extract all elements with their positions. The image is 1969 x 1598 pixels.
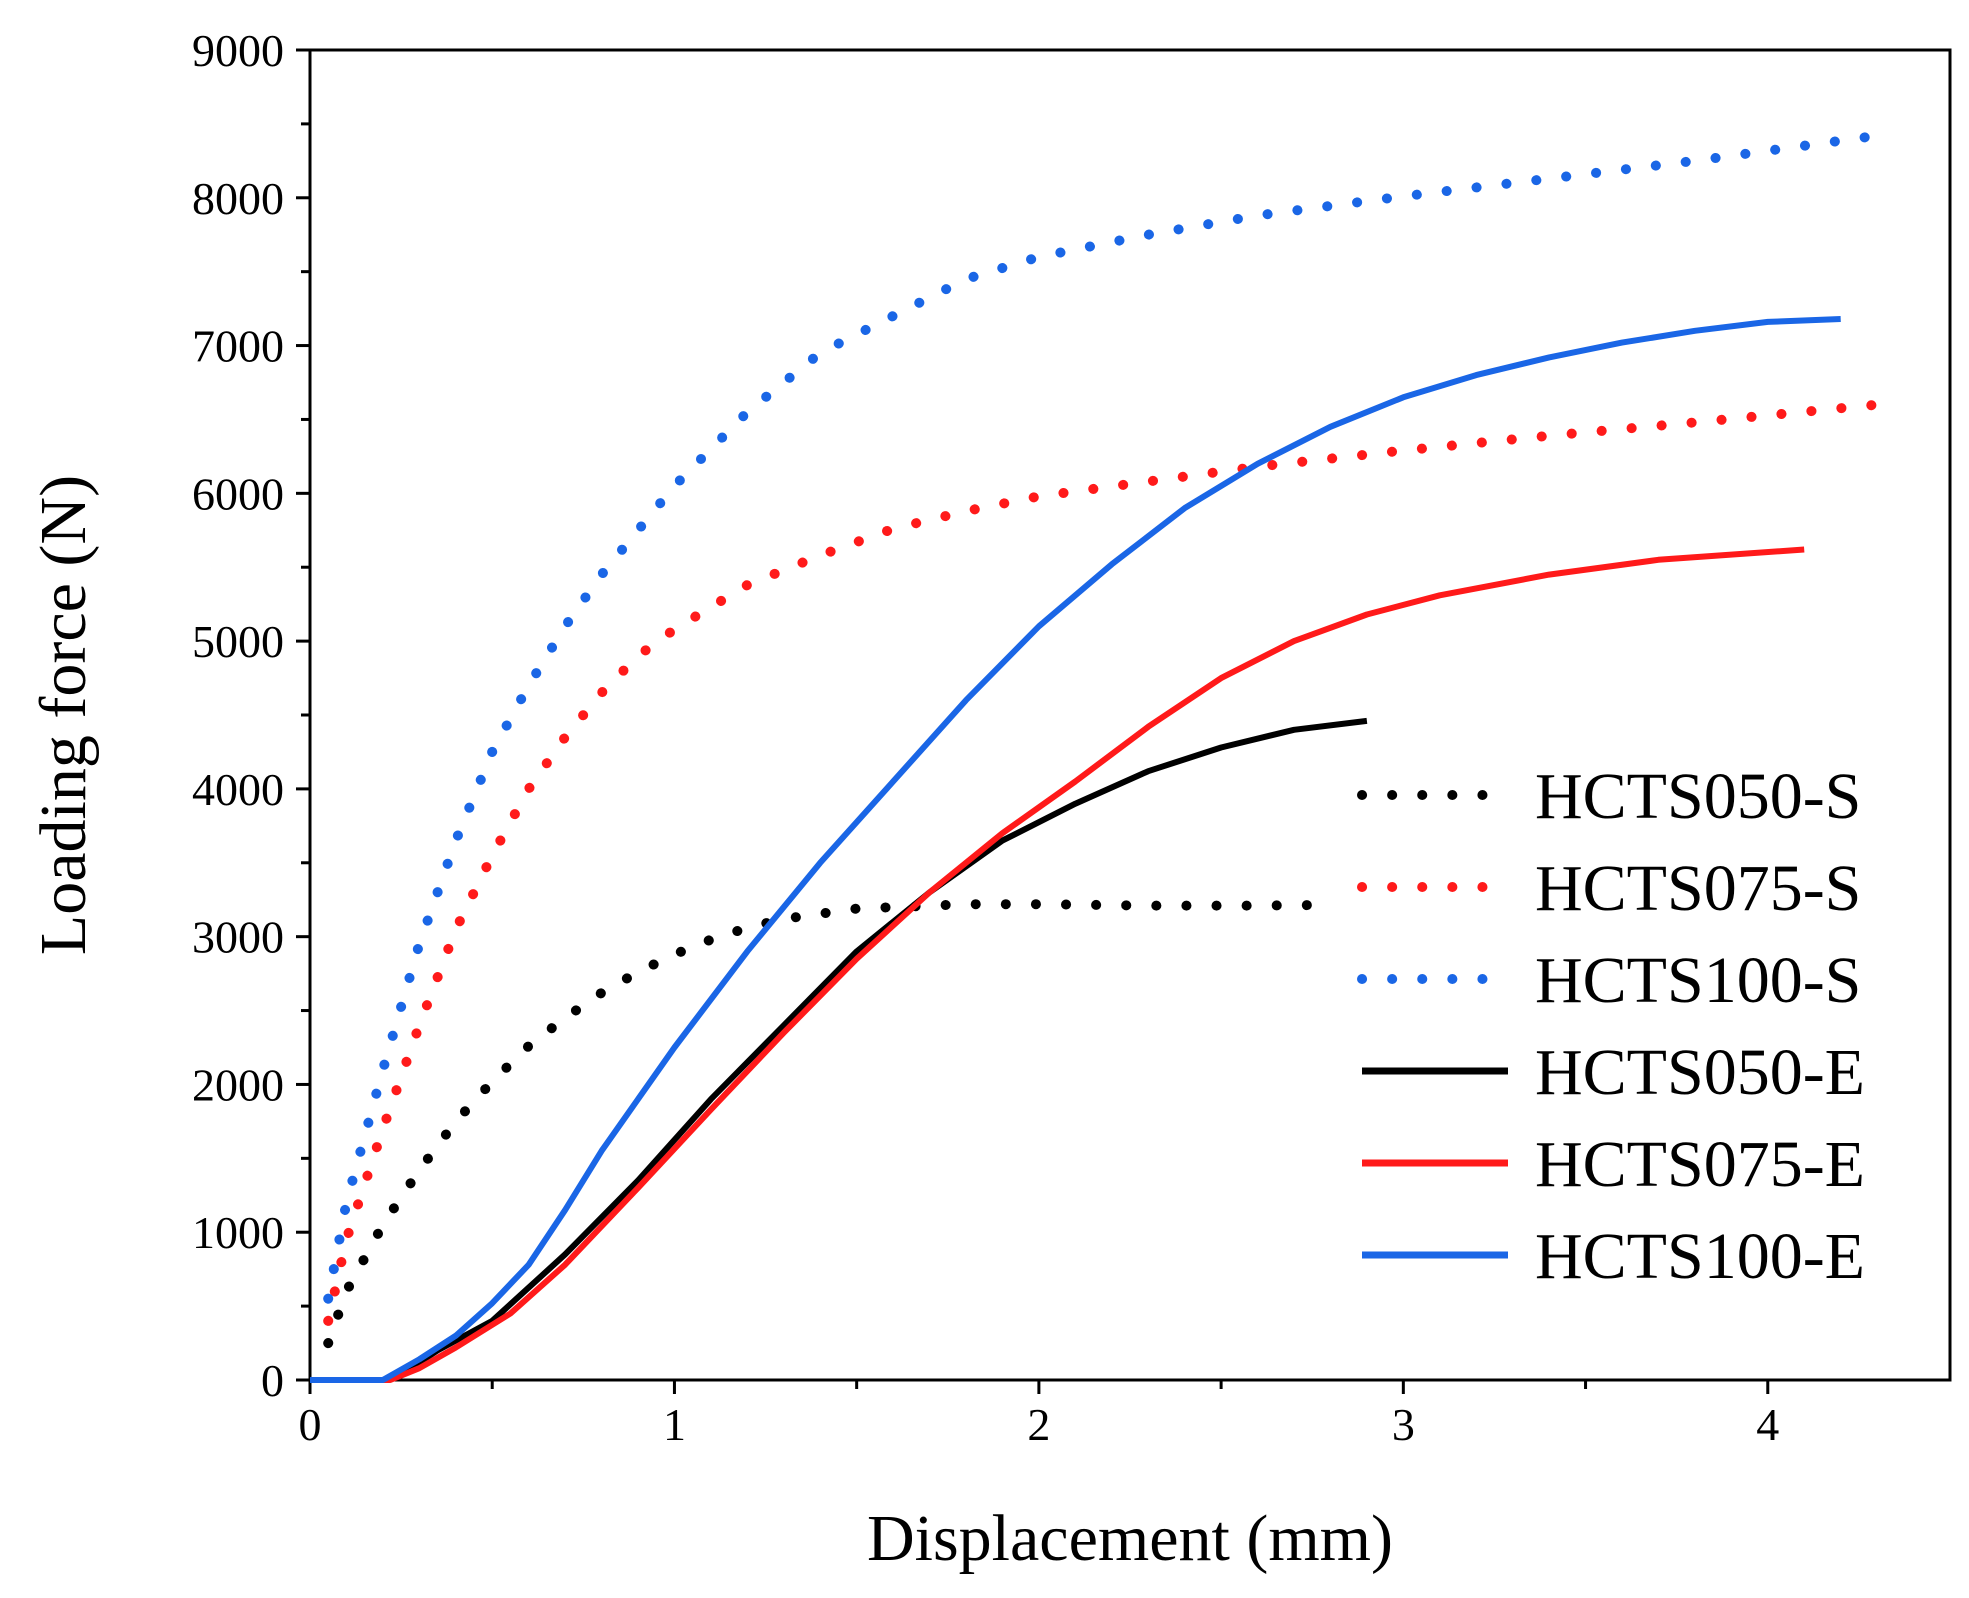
legend-label: HCTS075-E	[1535, 1128, 1865, 1201]
x-axis-ticks: 0 1 2 3 4	[299, 1380, 1779, 1450]
legend: HCTS050-S HCTS075-S HCTS100-S HCTS050-E HCTS…	[1357, 760, 1865, 1293]
y-tick-label: 1000	[192, 1207, 284, 1258]
x-tick-label: 1	[663, 1399, 686, 1450]
y-tick-label: 2000	[192, 1059, 284, 1110]
x-axis-title: Displacement (mm)	[867, 1502, 1393, 1575]
x-tick-label: 4	[1756, 1399, 1779, 1450]
y-axis-title: Loading force (N)	[27, 475, 100, 955]
y-tick-label: 0	[261, 1355, 284, 1406]
series-line-hcts075-s	[323, 399, 1883, 1326]
y-axis-ticks: 0 1000 2000 3000 4000 5000 6000 7000 8000 9000	[192, 25, 310, 1406]
y-tick-label: 4000	[192, 764, 284, 815]
legend-label: HCTS075-S	[1535, 852, 1861, 925]
series-line-hcts050-e	[310, 717, 1368, 1383]
x-tick-label: 3	[1392, 1399, 1415, 1450]
legend-label: HCTS100-E	[1535, 1220, 1865, 1293]
series-layer	[310, 130, 1883, 1383]
legend-label: HCTS100-S	[1535, 944, 1861, 1017]
series-line-hcts075-e	[310, 546, 1805, 1383]
y-tick-label: 5000	[192, 616, 284, 667]
y-tick-label: 7000	[192, 321, 284, 372]
x-tick-label: 0	[299, 1399, 322, 1450]
x-tick-label: 2	[1027, 1399, 1050, 1450]
series-line-hcts100-s	[323, 130, 1883, 1304]
y-tick-label: 3000	[192, 912, 284, 963]
y-tick-label: 8000	[192, 173, 284, 224]
series-line-hcts100-e	[310, 316, 1841, 1383]
legend-label: HCTS050-E	[1535, 1036, 1865, 1109]
series-line-hcts050-s	[323, 899, 1336, 1349]
legend-label: HCTS050-S	[1535, 760, 1861, 833]
y-tick-label: 9000	[192, 25, 284, 76]
y-tick-label: 6000	[192, 468, 284, 519]
